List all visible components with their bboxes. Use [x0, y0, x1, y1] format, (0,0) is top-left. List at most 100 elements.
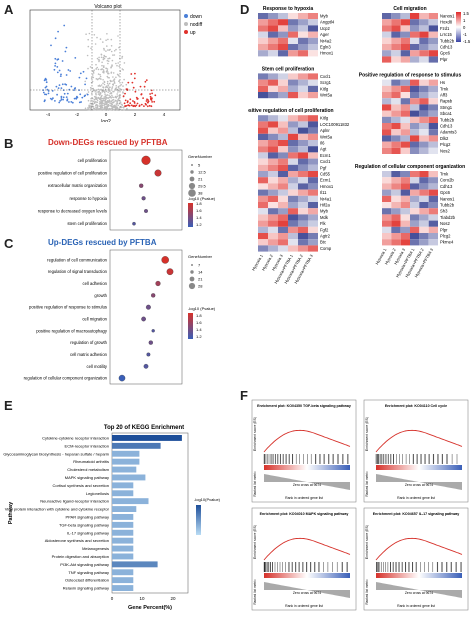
heatmap-gene-label: Nr4a2 — [320, 38, 332, 43]
kegg-pathway-label: Viral protein interaction with cytokine … — [5, 507, 110, 512]
volcano-point-down — [46, 88, 49, 91]
volcano-point-nodiff — [93, 69, 95, 71]
heatmap-cell — [410, 226, 420, 233]
heatmap-cell — [258, 92, 268, 99]
heatmap-title: Regulation of cellular component organiz… — [355, 164, 465, 170]
volcano-point-down — [65, 74, 68, 76]
volcano-point-nodiff — [116, 102, 119, 105]
heatmap-cell — [268, 31, 278, 38]
heatmap-cell — [428, 208, 438, 215]
volcano-point-down — [86, 93, 89, 96]
panel-e-title: Top 20 of KEGG Enrichment — [104, 425, 184, 431]
heatmap-title: Response to hypoxia — [263, 6, 314, 12]
heatmap-cell — [268, 214, 278, 221]
volcano-point-nodiff — [102, 86, 105, 88]
volcano-point-down — [68, 88, 71, 91]
heatmap-cell — [298, 44, 308, 51]
volcano-point-nodiff — [105, 90, 108, 93]
heatmap-cell — [428, 31, 438, 38]
heatmap-gene-label: Tiabd2b — [440, 215, 456, 220]
heatmap-cell — [382, 202, 392, 209]
heatmap-cell — [382, 129, 392, 136]
volcano-point-up — [138, 104, 141, 107]
heatmap-cell — [391, 214, 401, 221]
heatmap-cell — [391, 147, 401, 154]
volcano-point-nodiff — [110, 107, 112, 110]
heatmap-cell — [288, 233, 298, 240]
volcano-point-nodiff — [121, 81, 124, 84]
volcano-point-up — [145, 100, 148, 102]
volcano-point-nodiff — [101, 90, 104, 92]
heatmap-cell — [308, 73, 318, 80]
heatmap-cell — [391, 141, 401, 148]
volcano-point-nodiff — [111, 107, 114, 110]
heatmap-cell — [268, 177, 278, 184]
heatmap-cell — [288, 37, 298, 44]
volcano-point-nodiff — [96, 99, 99, 102]
heatmap-gene-label: Angptl4 — [320, 20, 335, 25]
term-dot — [151, 293, 156, 298]
heatmap-gene-label: LOC100911832 — [320, 122, 350, 127]
panel-f-gsea: Enrichment plot: KO04350 TGF-beta signal… — [251, 399, 469, 611]
heatmap-cell — [308, 214, 318, 221]
volcano-point-up — [149, 95, 152, 98]
volcano-point-nodiff — [113, 90, 115, 93]
volcano-plot: Volcano plot down nodiff up -4 -2 0 2 4 … — [29, 4, 203, 122]
panel-c-legend-color-title: -log10 (Pvalue) — [188, 306, 216, 311]
volcano-point-up — [125, 88, 128, 90]
volcano-point-nodiff — [119, 70, 122, 72]
volcano-point-nodiff — [90, 105, 92, 107]
legend-dot-up — [184, 30, 188, 34]
heatmap-cell — [278, 92, 288, 99]
volcano-point-nodiff — [118, 89, 120, 92]
term-label: response to decreased oxygen levels — [38, 209, 107, 214]
volcano-point-nodiff — [98, 56, 100, 59]
heatmap-cell — [258, 25, 268, 32]
heatmap-cell — [400, 13, 410, 20]
panel-label-e: E — [4, 398, 13, 413]
volcano-point-nodiff — [118, 97, 120, 100]
size-legend-dot — [189, 276, 195, 282]
volcano-point-nodiff — [109, 86, 111, 88]
heatmap-cell — [288, 121, 298, 128]
volcano-point-up — [150, 97, 153, 100]
volcano-point-nodiff — [110, 97, 112, 99]
volcano-point-nodiff — [97, 73, 100, 75]
heatmap-cell — [428, 135, 438, 142]
volcano-point-nodiff — [107, 97, 109, 99]
kegg-pathway-label: TGF-beta signaling pathway — [59, 522, 109, 527]
volcano-point-down — [63, 24, 66, 27]
volcano-point-nodiff — [115, 89, 118, 91]
volcano-point-up — [132, 86, 135, 89]
volcano-point-down — [68, 101, 70, 103]
kegg-pathway-label: Glycosaminoglycan biosynthesis - heparan… — [3, 451, 109, 456]
volcano-point-up — [143, 105, 145, 107]
gsea-metric-area — [376, 582, 462, 598]
heatmap-cell — [278, 121, 288, 128]
heatmap-cell — [419, 92, 429, 99]
heatmap-cell — [410, 195, 420, 202]
heatmap-cell — [268, 202, 278, 209]
volcano-point-up — [140, 93, 143, 96]
volcano-point-down — [69, 70, 72, 72]
heatmap-cell — [419, 13, 429, 20]
kegg-bar — [112, 490, 134, 497]
heatmap-cell — [278, 226, 288, 233]
size-legend-label: 12.5 — [198, 170, 207, 175]
heatmap-cell — [308, 189, 318, 196]
heatmap-cell — [391, 44, 401, 51]
heatmap-scale-label: 0 — [463, 25, 466, 30]
volcano-point-nodiff — [120, 105, 122, 108]
volcano-point-down — [79, 72, 82, 75]
volcano-point-up — [122, 95, 125, 98]
volcano-point-up — [146, 105, 149, 108]
volcano-point-down — [57, 87, 60, 89]
heatmap-cell — [268, 50, 278, 57]
term-label: cell motility — [87, 364, 108, 369]
panel-e-xlabel: Gene Percent(%) — [128, 605, 172, 611]
heatmap-cell — [400, 239, 410, 246]
panel-c-dots — [118, 256, 174, 382]
volcano-point-down — [65, 83, 68, 86]
heatmap-cell — [410, 13, 420, 20]
heatmap-cell — [391, 104, 401, 111]
